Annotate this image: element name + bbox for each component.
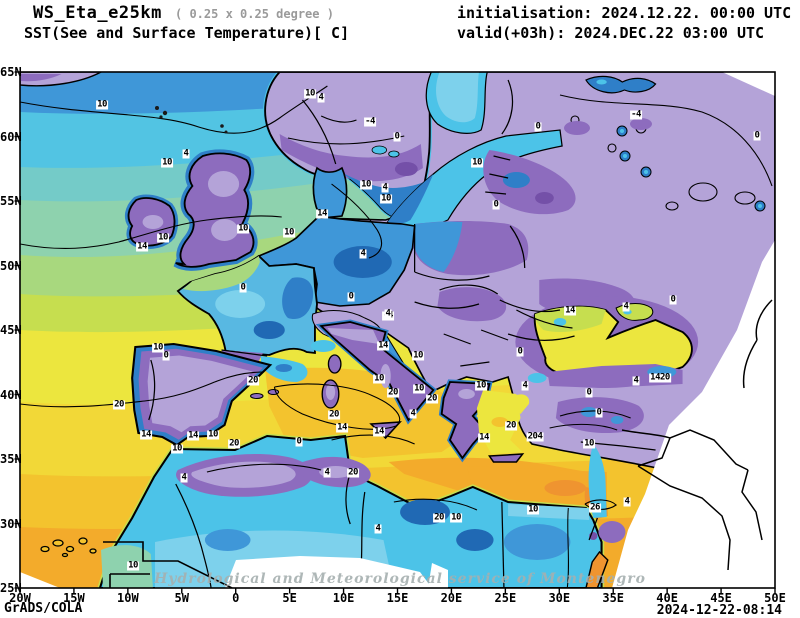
grid-resolution: ( 0.25 x 0.25 degree ) (175, 7, 334, 21)
initialisation-time: initialisation: 2024.12.22. 00:00 UTC (457, 4, 792, 22)
iberia (131, 342, 273, 447)
isotherm-contours (20, 85, 631, 511)
grads-credit: GrADS/COLA (4, 601, 83, 616)
field-title: SST(See and Surface Temperature)[ C] (24, 24, 350, 42)
cold-lakes (616, 125, 766, 212)
map-overlay (20, 72, 775, 588)
faroe-shetland-islands (155, 106, 228, 134)
generation-timestamp: 2024-12-22-08:14 (656, 603, 782, 618)
ireland (124, 194, 179, 250)
valid-time: valid(+03h): 2024.DEC.22 03:00 UTC (457, 24, 765, 42)
canary-islands (40, 537, 97, 558)
map-frame (19, 71, 776, 589)
watermark: Hydrological and Meteorological service … (154, 571, 646, 587)
great-britain (173, 149, 258, 271)
domain-boundary-cutout (20, 72, 775, 588)
middle-east-borders (621, 299, 773, 571)
italy (315, 319, 437, 425)
west-sahara-borders (103, 541, 233, 588)
axis-ticks (14, 71, 776, 594)
model-name: WS_Eta_e25km (33, 3, 162, 23)
